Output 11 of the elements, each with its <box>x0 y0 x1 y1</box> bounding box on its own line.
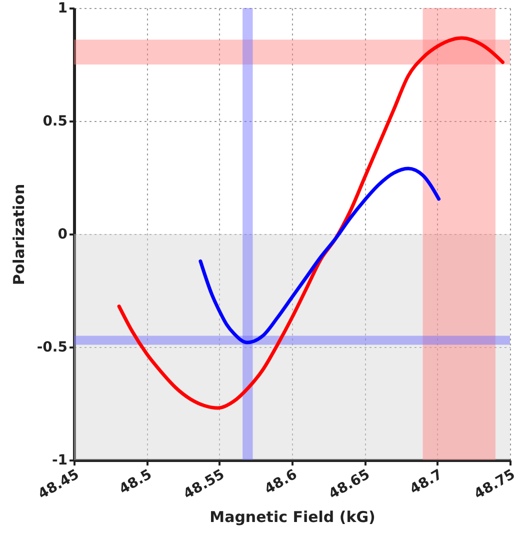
y-tick-label: -0.5 <box>36 340 68 356</box>
y-axis-title: Polarization <box>10 184 28 286</box>
x-tick-label: 48.6 <box>262 466 300 498</box>
y-tick-label: 0 <box>58 226 68 242</box>
line-series <box>117 36 504 410</box>
y-tick-label: -1 <box>52 452 68 468</box>
y-tick-label: 1 <box>58 0 68 16</box>
x-tick-label: 48.5 <box>116 466 155 498</box>
x-axis-title: Magnetic Field (kG) <box>210 508 376 526</box>
y-tick-label: 0.5 <box>42 114 68 130</box>
line-series <box>198 166 441 344</box>
